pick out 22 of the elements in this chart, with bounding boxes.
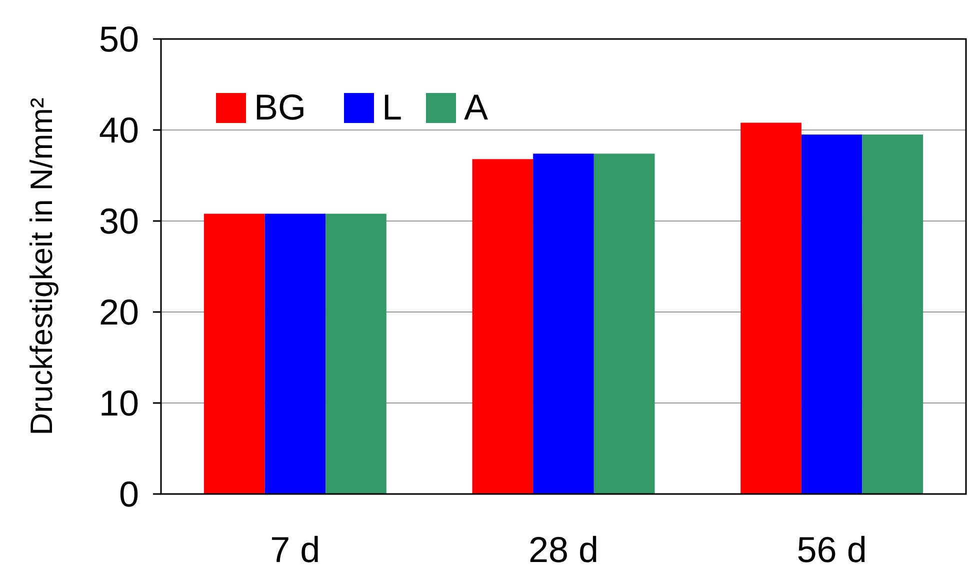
x-tick-label: 56 d (796, 529, 867, 570)
bar (740, 122, 802, 494)
bar (594, 154, 655, 494)
legend-label: L (382, 86, 402, 128)
bar (204, 214, 265, 494)
y-tick-label: 0 (118, 474, 139, 515)
legend-label: BG (254, 86, 306, 128)
bar (862, 134, 924, 494)
y-tick-label: 20 (98, 292, 139, 333)
x-tick-label: 7 d (270, 529, 320, 570)
bar (801, 134, 862, 494)
y-axis-title: Druckfestigkeit in N/mm² (24, 98, 59, 436)
y-tick-label: 30 (98, 200, 139, 242)
bar (326, 214, 386, 494)
legend-label: A (464, 86, 488, 128)
y-tick-label: 50 (98, 18, 139, 60)
bar (533, 154, 594, 494)
x-tick-label: 28 d (528, 529, 599, 570)
bar (264, 214, 326, 494)
y-tick-label: 10 (98, 382, 139, 424)
bar (472, 159, 534, 494)
y-tick-label: 40 (98, 110, 139, 151)
